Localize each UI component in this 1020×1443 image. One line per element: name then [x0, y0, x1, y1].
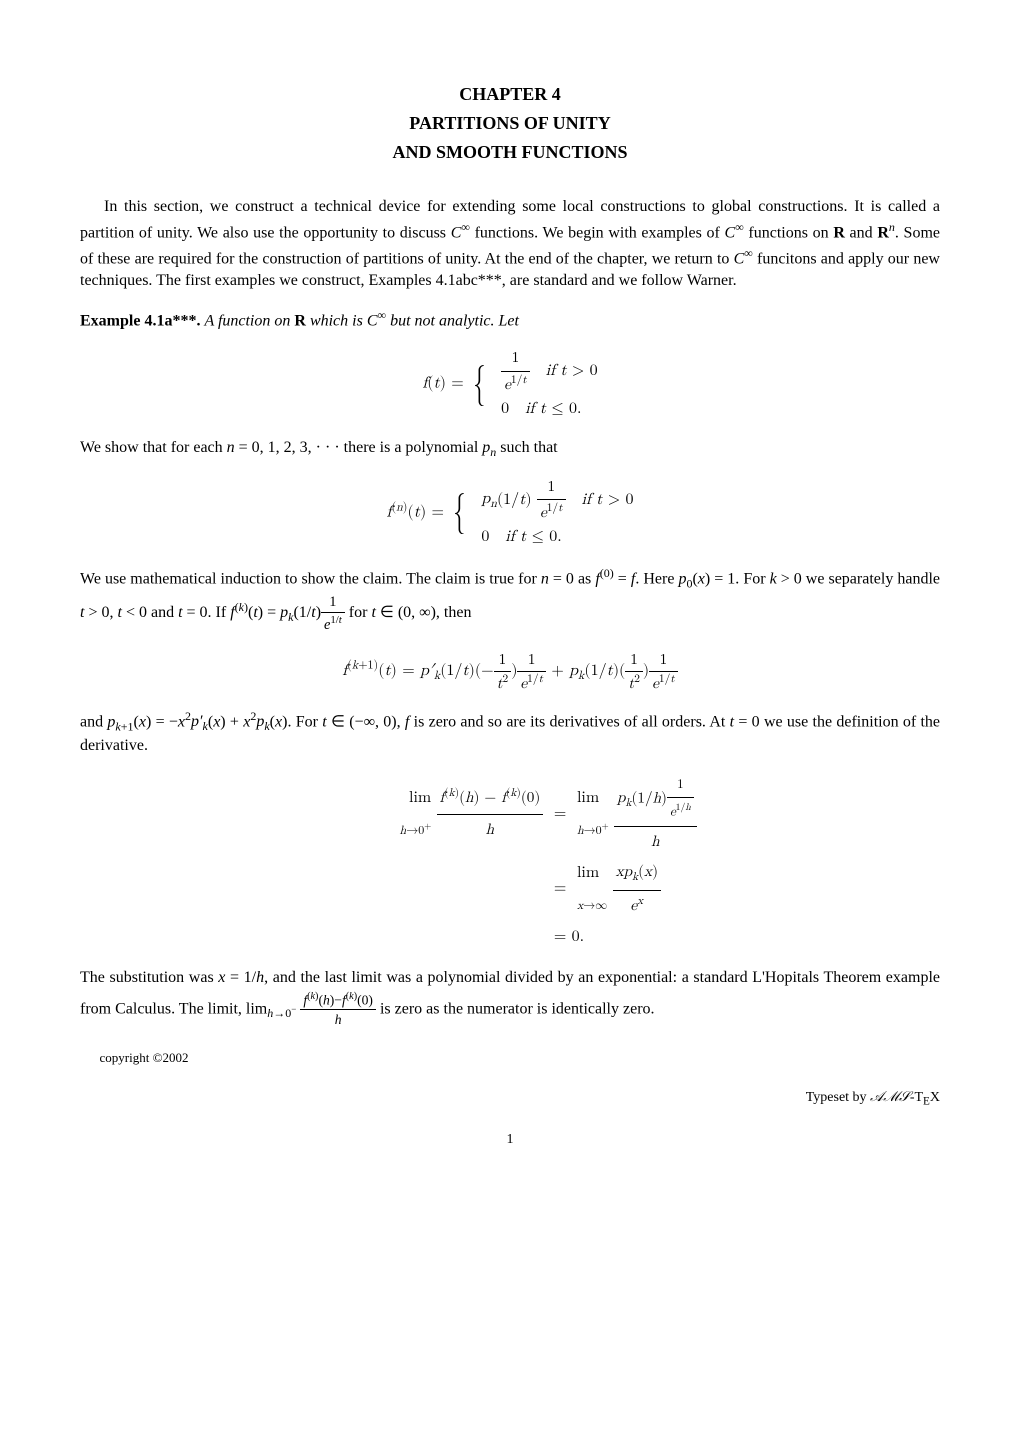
- example-heading: Example 4.1a***. A function on R which i…: [80, 307, 940, 333]
- example-label: Example 4.1a***.: [80, 312, 200, 329]
- chapter-number: CHAPTER 4: [80, 80, 940, 109]
- chapter-title-line1: PARTITIONS OF UNITY: [80, 109, 940, 138]
- equation-fk1: f(k+1)(t) = p′k(1/t)(−1t2)1e1/t + pk(1/t…: [80, 649, 940, 694]
- equation-limit: limh→0+ f(k)(h) − f(k)(0)h = limh→0+ pk(…: [80, 772, 940, 954]
- copyright: copyright ©2002: [80, 1049, 940, 1067]
- para-pk1: and pk+1(x) = −x2p′k(x) + x2pk(x). For t…: [80, 708, 940, 758]
- para-poly: We show that for each n = 0, 1, 2, 3, · …: [80, 437, 940, 461]
- equation-f-n: f(n)(t) = { pn(1/t) 1e1/t if t > 0 0 if …: [80, 475, 940, 551]
- para-substitution: The substitution was x = 1/h, and the la…: [80, 967, 940, 1029]
- para-induction: We use mathematical induction to show th…: [80, 565, 940, 635]
- intro-paragraph: In this section, we construct a technica…: [80, 196, 940, 292]
- typeset-note: Typeset by 𝒜ℳ𝒮-TEX: [80, 1088, 940, 1110]
- page-number: 1: [80, 1130, 940, 1150]
- chapter-title-line2: AND SMOOTH FUNCTIONS: [80, 138, 940, 167]
- equation-f-t: f(t) = { 1e1/t if t > 0 0 if t ≤ 0.: [80, 346, 940, 422]
- chapter-heading: CHAPTER 4 PARTITIONS OF UNITY AND SMOOTH…: [80, 80, 940, 166]
